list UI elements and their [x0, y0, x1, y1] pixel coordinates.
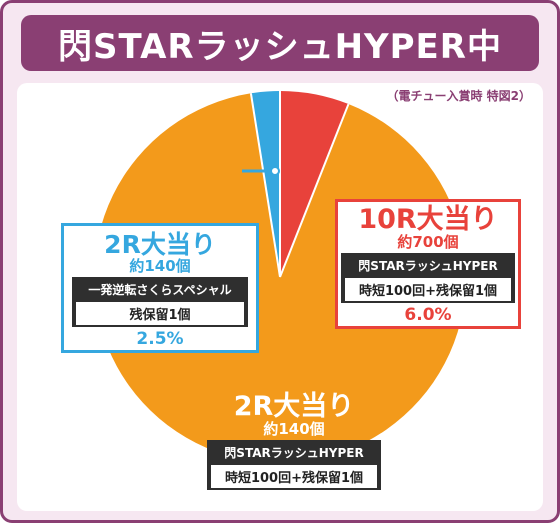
callout-red-line2: 時短100回+残保留1個: [345, 278, 511, 301]
callout-red-line1: 閃STARラッシュHYPER: [358, 259, 498, 273]
callout-orange-head: 2R大当り: [233, 391, 355, 422]
callout-orange-sub: 約140個: [263, 420, 325, 438]
callout-blue-sub: 約140個: [129, 257, 191, 275]
callout-red-pct: 6.0%: [404, 305, 452, 325]
blue-leader-dot: [270, 166, 280, 176]
callout-orange: 2R大当り 約140個 閃STARラッシュHYPER 時短100回+残保留1個 …: [202, 393, 386, 523]
pie-separator-2: [249, 93, 281, 278]
pie-chart: [93, 91, 467, 463]
callout-blue-detail: 一発逆転さくらスペシャル 残保留1個: [72, 277, 248, 327]
pie-slice-orange: [93, 93, 467, 463]
callout-orange-line2: 時短100回+残保留1個: [211, 465, 377, 488]
callout-red-sub: 約700個: [397, 233, 459, 251]
callout-orange-line1: 閃STARラッシュHYPER: [224, 446, 364, 460]
callout-red-detail: 閃STARラッシュHYPER 時短100回+残保留1個: [341, 253, 515, 303]
chart-panel: （電チュー入賞時 特図2） 2R大当り 約140個 一発逆転さくらスペシャル 残…: [17, 83, 543, 513]
callout-red: 10R大当り 約700個 閃STARラッシュHYPER 時短100回+残保留1個…: [335, 199, 521, 329]
pie-separator-1: [279, 103, 350, 278]
chart-note: （電チュー入賞時 特図2）: [386, 89, 531, 103]
callout-blue: 2R大当り 約140個 一発逆転さくらスペシャル 残保留1個 2.5%: [61, 223, 259, 353]
callout-blue-line2: 残保留1個: [76, 302, 244, 325]
callout-blue-pct: 2.5%: [136, 329, 184, 349]
callout-blue-head: 2R大当り: [104, 230, 216, 259]
callout-blue-line1: 一発逆転さくらスペシャル: [88, 283, 232, 297]
callout-orange-pct: 91.5%: [262, 492, 326, 513]
callout-red-head: 10R大当り: [358, 204, 498, 235]
pie-slice-red: [280, 91, 349, 277]
callout-orange-detail: 閃STARラッシュHYPER 時短100回+残保留1個: [207, 440, 381, 490]
page-title: 閃STARラッシュHYPER中: [21, 15, 539, 71]
